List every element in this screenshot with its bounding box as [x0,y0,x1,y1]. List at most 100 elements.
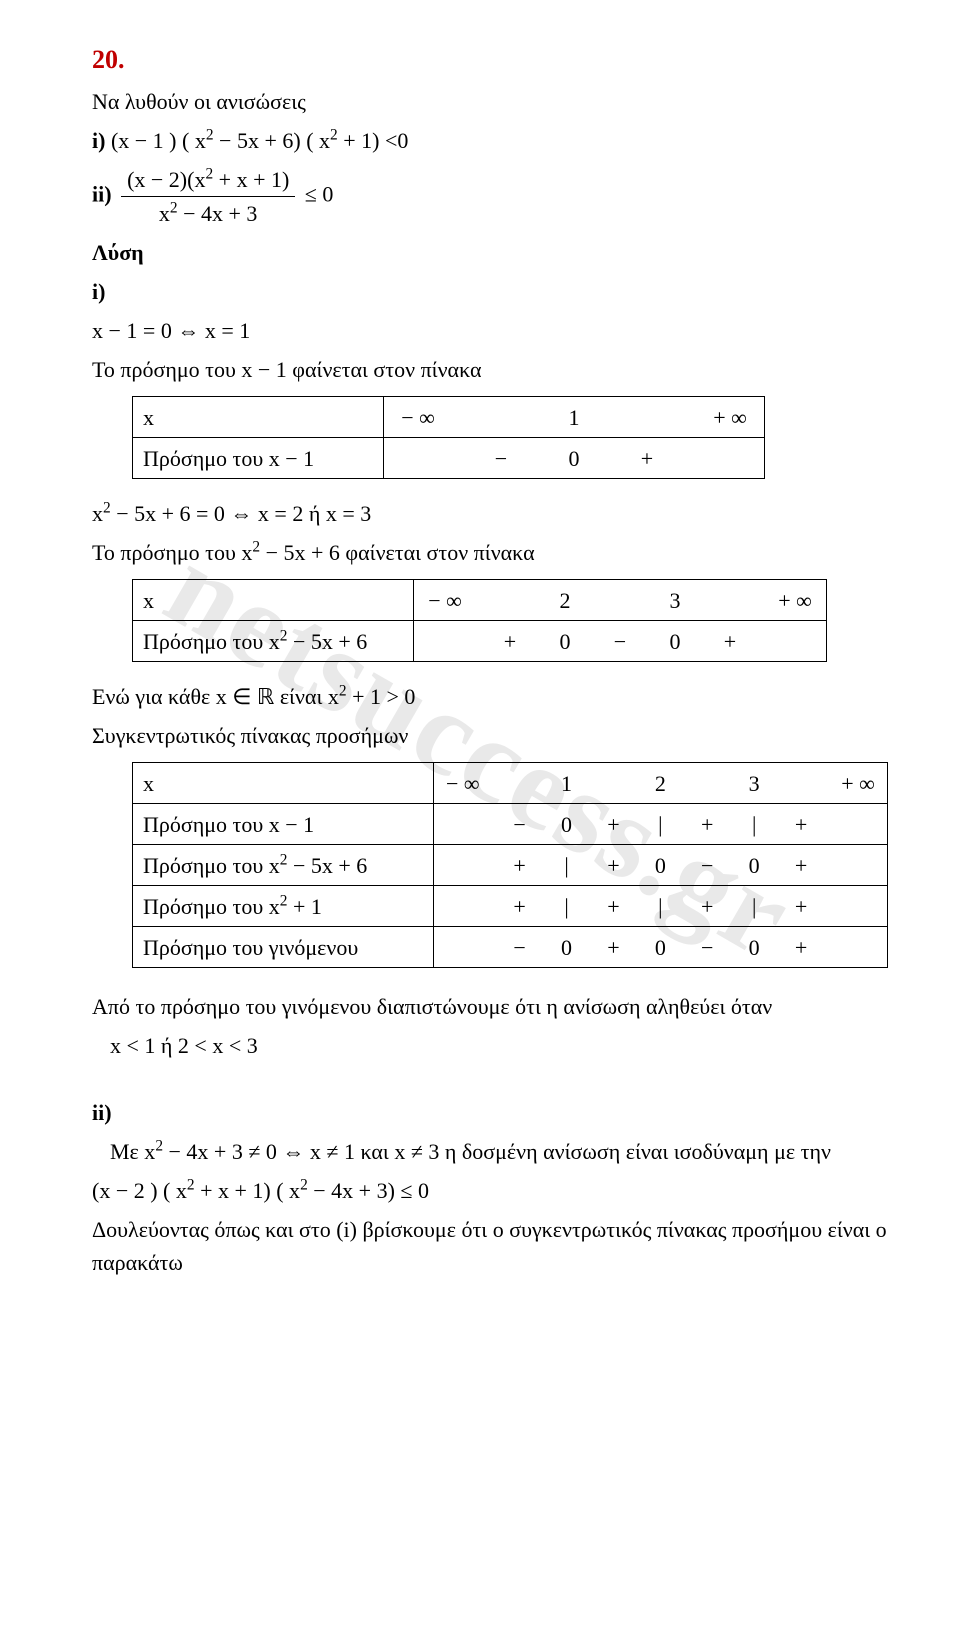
ii-line3: Δουλεύοντας όπως και στο (i) βρίσκουμε ό… [92,1213,888,1279]
t1-r1-2: − [452,438,550,479]
t2-h6 [696,580,764,621]
t3-r0-c6: | [735,804,773,845]
frac-den-a: x [159,201,170,226]
t1-h0: x [133,397,384,438]
everyx-b: + 1 > 0 [347,684,416,709]
t1-h2 [452,397,550,438]
t2-h1: − ∞ [414,580,477,621]
t2-h3: 2 [544,580,586,621]
t1-r1-label: Πρόσημο του x − 1 [133,438,384,479]
sign-table-3: x − ∞ 1 2 3 + ∞ Πρόσημο του x − 1 − 0 + … [132,762,888,968]
t3-r2-c5: + [679,886,735,927]
t1-r1-1 [384,438,453,479]
t3-r3-c8 [829,927,887,968]
t2-h0: x [133,580,414,621]
ii-l2-a: (x − 2 ) ( x [92,1178,187,1203]
t2-r1-3: 0 [544,621,586,662]
t3-h1: − ∞ [433,763,491,804]
t3-r3-c5: − [679,927,735,968]
t3-r3-c6: 0 [735,927,773,968]
every-x-line: Ενώ για κάθε x ∈ ℝ είναι x2 + 1 > 0 [92,680,888,713]
ii-l1-b: − 4x + 3 ≠ 0 ⇔ x ≠ 1 και x ≠ 3 η δοσμένη… [163,1139,831,1164]
t3-r2-c0 [433,886,491,927]
t3-r3-c3: + [586,927,642,968]
t2-h5: 3 [654,580,696,621]
t2-r1-1 [414,621,477,662]
t2-r1-4: − [586,621,654,662]
t1-h1: − ∞ [384,397,453,438]
roots2-caption: Το πρόσημο του x2 − 5x + 6 φαίνεται στον… [92,536,888,569]
t3-r1-c1: + [492,845,548,886]
t2-h2 [476,580,544,621]
t3-r2-lb: + 1 [287,894,321,919]
t3-r0-c7: + [773,804,829,845]
t2-r1-7 [764,621,827,662]
sol-ii-label: ii) [92,1096,888,1129]
t2-r1-label: Πρόσημο του x2 − 5x + 6 [133,621,414,662]
roots2-cap-b: − 5x + 6 φαίνεται στον πίνακα [260,540,535,565]
t3-h5: 2 [641,763,679,804]
part-ii-label: ii) [92,182,112,207]
t1-r1-4: + [598,438,696,479]
t2-h4 [586,580,654,621]
intro-text: Να λυθούν οι ανισώσεις [92,85,888,118]
solution-heading: Λύση [92,236,888,269]
frac-den-b: − 4x + 3 [178,201,258,226]
sign-table-1: x − ∞ 1 + ∞ Πρόσημο του x − 1 − 0 + [132,396,765,479]
t1-r1-5 [696,438,765,479]
t3-r3-label: Πρόσημο του γινόμενου [133,927,434,968]
t3-r2-c7: + [773,886,829,927]
part-i-line: i) (x − 1 ) ( x2 − 5x + 6) ( x2 + 1) <0 [92,124,888,157]
t3-r0-c2: 0 [548,804,586,845]
t3-r1-c2: | [548,845,586,886]
t3-r2-c1: + [492,886,548,927]
t3-r0-c0 [433,804,491,845]
t3-r0-c8 [829,804,887,845]
t2-r1-la: Πρόσημο του x [143,629,280,654]
t3-h6 [679,763,735,804]
t3-r2-la: Πρόσημο του x [143,894,280,919]
t3-h8 [773,763,829,804]
sign-table-2: x − ∞ 2 3 + ∞ Πρόσημο του x2 − 5x + 6 + … [132,579,827,662]
t2-r1-5: 0 [654,621,696,662]
roots2-text: − 5x + 6 = 0 ⇔ x = 2 ή x = 3 [111,501,372,526]
t3-h0: x [133,763,434,804]
t3-h9: + ∞ [829,763,887,804]
part-i-expr-3: + 1) <0 [338,128,409,153]
t3-r3-c1: − [492,927,548,968]
t3-r2-label: Πρόσημο του x2 + 1 [133,886,434,927]
t3-r1-c0 [433,845,491,886]
t3-r1-c6: 0 [735,845,773,886]
conclusion-i-a: Από το πρόσημο του γινόμενου διαπιστώνου… [92,990,888,1023]
part-i-expr-2: − 5x + 6) ( x [214,128,330,153]
ii-l1-a: Με x [110,1139,155,1164]
le-zero: ≤ 0 [305,182,334,207]
part-i-label: i) [92,128,105,153]
t3-r1-c3: + [586,845,642,886]
ii-l2-c: − 4x + 3) ≤ 0 [308,1178,429,1203]
frac-num-a: (x − 2)(x [127,167,205,192]
t2-r1-lb: − 5x + 6 [287,629,367,654]
everyx-a: Ενώ για κάθε x ∈ ℝ είναι x [92,684,339,709]
part-ii-line: ii) (x − 2)(x2 + x + 1) x2 − 4x + 3 ≤ 0 [92,163,888,230]
t3-r1-c4: 0 [641,845,679,886]
t3-r3-c4: 0 [641,927,679,968]
sol-i-label: i) [92,275,888,308]
t3-r2-c2: | [548,886,586,927]
t1-h4 [598,397,696,438]
ii-l2-b: + x + 1) ( x [195,1178,300,1203]
t3-r1-lb: − 5x + 6 [287,853,367,878]
t3-r2-c3: + [586,886,642,927]
fraction: (x − 2)(x2 + x + 1) x2 − 4x + 3 [121,163,295,230]
t3-r1-c5: − [679,845,735,886]
t3-r2-c6: | [735,886,773,927]
conclusion-i-b: x < 1 ή 2 < x < 3 [110,1029,888,1062]
part-i-expr-1: (x − 1 ) ( x [111,128,206,153]
t3-r0-c1: − [492,804,548,845]
roots2-cap-a: Το πρόσημο του x [92,540,252,565]
t3-r2-c8 [829,886,887,927]
t3-h4 [586,763,642,804]
problem-number: 20. [92,40,888,79]
frac-num-b: + x + 1) [213,167,289,192]
t2-r1-2: + [476,621,544,662]
